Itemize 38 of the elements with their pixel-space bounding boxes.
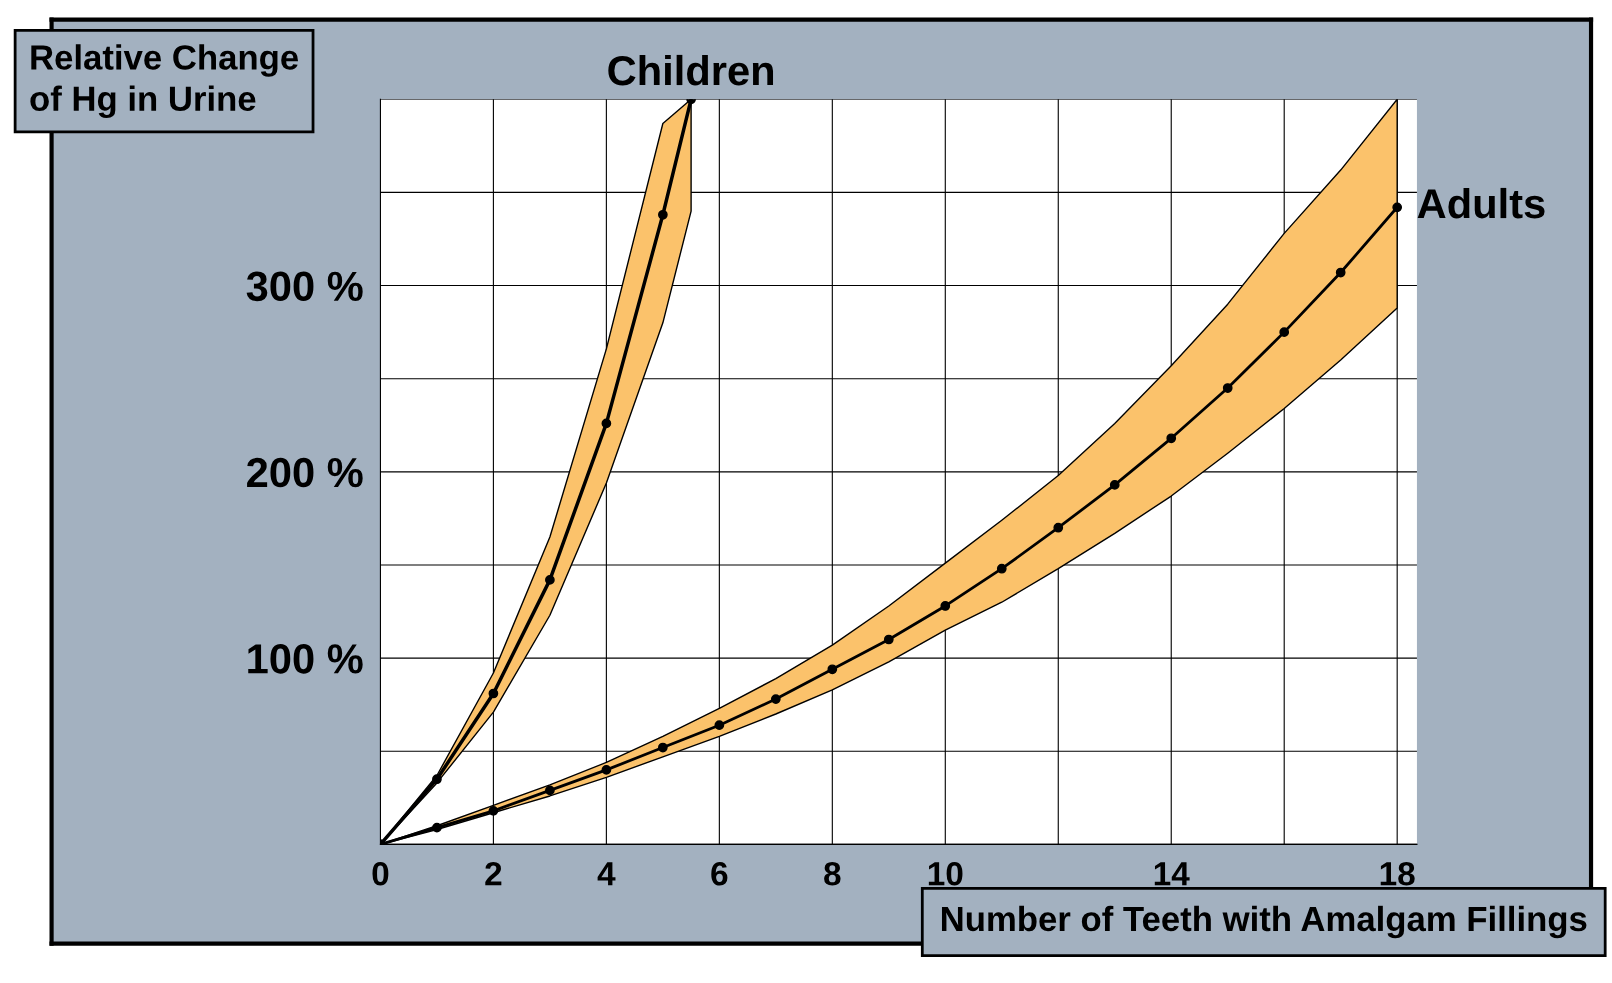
point — [432, 774, 442, 785]
series-label: Adults — [1417, 187, 1545, 219]
point — [1392, 202, 1403, 213]
point — [432, 822, 442, 833]
point — [545, 785, 555, 796]
point — [488, 688, 499, 699]
x-tick-label: 10 — [928, 861, 963, 886]
point — [1166, 433, 1177, 444]
point — [996, 563, 1007, 574]
point — [1109, 480, 1120, 490]
point — [883, 634, 894, 645]
series-label: Children — [608, 54, 774, 86]
x-tick-label: 8 — [824, 861, 841, 886]
x-tick-label: 4 — [597, 862, 616, 886]
x-axis-title: Number of Teeth with Amalgam Fillings — [941, 905, 1587, 939]
x-tick-label: 14 — [1154, 862, 1190, 886]
point — [1279, 327, 1290, 337]
point — [488, 806, 499, 816]
point — [545, 575, 555, 585]
y-tick-label: 200 % — [247, 457, 363, 488]
point — [827, 664, 838, 675]
x-tick-label: 0 — [372, 861, 389, 886]
y-tick-label: 300 % — [246, 271, 363, 302]
point — [1335, 267, 1346, 278]
x-tick-label: 2 — [485, 861, 502, 886]
point — [770, 694, 781, 704]
x-tick-label: 6 — [711, 861, 728, 886]
point — [657, 742, 668, 753]
chart-title: Relative Change of Hg in Urine — [30, 44, 298, 119]
point — [714, 720, 725, 731]
point — [1053, 522, 1064, 533]
point — [940, 601, 951, 611]
point — [657, 209, 668, 220]
x-tick-label: 18 — [1380, 861, 1415, 886]
y-tick-label: 100 % — [248, 644, 363, 674]
point — [1222, 383, 1233, 393]
point — [601, 418, 612, 429]
point — [601, 765, 612, 775]
